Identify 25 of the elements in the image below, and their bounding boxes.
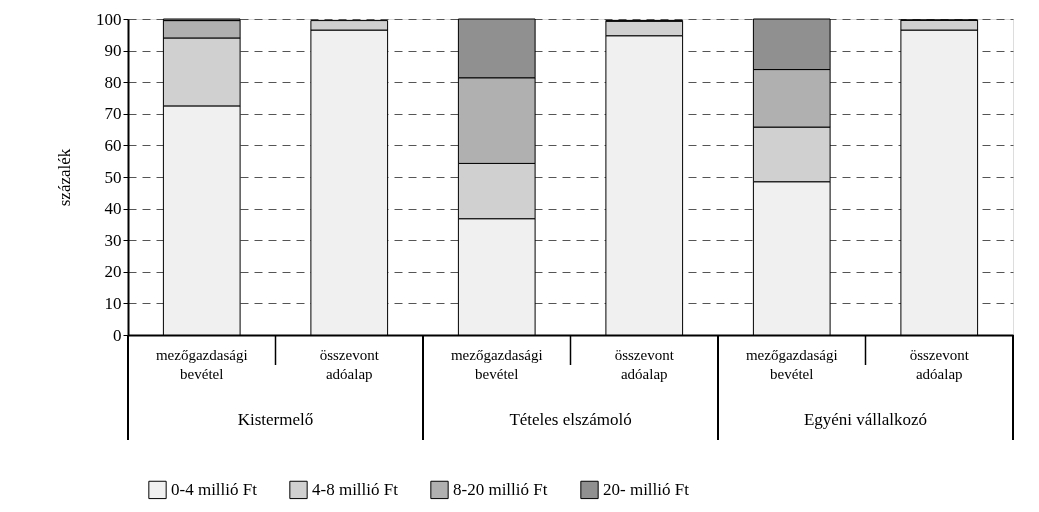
legend-label: 4-8 millió Ft (312, 479, 399, 499)
y-tick-label: 80 (104, 72, 122, 92)
x-tick-label: mezőgazdasági bevétel (745, 346, 838, 382)
x-tick-label: összevont adóalap (909, 346, 970, 382)
y-tick-label: 90 (104, 41, 122, 61)
x-tick-label: összevont adóalap (319, 346, 380, 382)
y-tick-label: 100 (96, 9, 122, 29)
legend-label: 20- millió Ft (603, 479, 690, 499)
legend-label: 8-20 millió Ft (453, 479, 548, 499)
x-tick-label: mezőgazdasági bevétel (450, 346, 543, 382)
x-tick-label: mezőgazdasági bevétel (155, 346, 248, 382)
y-tick-label: 60 (104, 135, 122, 155)
legend-label: 0-4 millió Ft (171, 479, 258, 499)
y-tick-label: 0 (113, 325, 122, 345)
text: Tételes elszámoló (509, 410, 632, 429)
y-tick-label: 30 (104, 230, 122, 250)
text: Kistermelő (237, 410, 314, 429)
x-tick-label: összevont adóalap (614, 346, 675, 382)
y-axis-title: százalék (55, 148, 74, 207)
y-tick-label: 20 (104, 262, 122, 282)
y-tick-label: 70 (104, 104, 122, 124)
y-tick-label: 50 (104, 167, 122, 187)
y-tick-label: 40 (104, 199, 122, 219)
y-tick-label: 10 (104, 293, 122, 313)
text: Egyéni vállalkozó (803, 410, 928, 429)
